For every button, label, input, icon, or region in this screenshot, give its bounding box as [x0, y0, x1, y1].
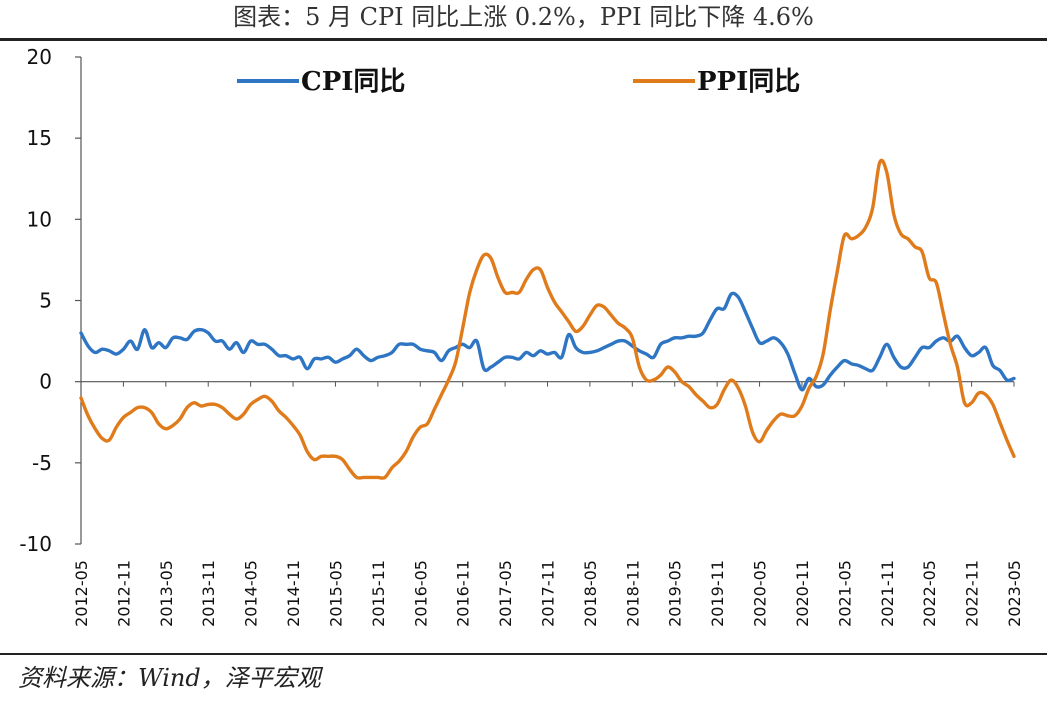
x-tick-label: 2016-11: [454, 560, 473, 627]
x-tick-label: 2022-05: [920, 560, 939, 627]
x-tick-label: 2017-05: [496, 560, 515, 627]
y-tick-label: 5: [39, 289, 52, 313]
y-tick-label: 10: [27, 207, 52, 231]
x-tick-label: 2020-11: [793, 560, 812, 627]
x-tick-label: 2016-05: [411, 560, 430, 627]
x-tick-label: 2019-11: [708, 560, 727, 627]
chart-axes: [75, 56, 1015, 545]
legend: CPI同比 PPI同比: [237, 67, 800, 97]
x-tick-label: 2023-05: [1005, 560, 1024, 627]
x-tick-label: 2013-11: [199, 560, 218, 627]
x-tick-label: 2017-11: [539, 560, 558, 627]
x-tick-label: 2012-11: [114, 560, 133, 627]
series-lines: [79, 158, 1016, 480]
x-tick-label: 2022-11: [963, 560, 982, 627]
x-tick-label: 2012-05: [72, 560, 91, 627]
x-tick-label: 2015-05: [326, 560, 345, 627]
y-tick-label: -10: [19, 532, 52, 556]
x-tick-label: 2013-05: [157, 560, 176, 627]
top-rule: [0, 38, 1047, 41]
x-tick-label: 2018-11: [623, 560, 642, 627]
cpi-series-line: [79, 291, 1016, 392]
bottom-rule: [0, 653, 1047, 655]
x-tick-label: 2014-11: [284, 560, 303, 627]
x-tick-label: 2021-11: [878, 560, 897, 627]
x-tick-label: 2019-05: [666, 560, 685, 627]
x-tick-labels: 2012-05 2012-11 2013-05 2013-11 2014-05 2014-…: [72, 560, 1024, 627]
y-tick-label: -5: [32, 451, 52, 475]
y-tick-label: 0: [39, 370, 52, 394]
y-tick-labels: 20 15 10 5 0 -5 -10: [19, 45, 52, 556]
y-tick-label: 20: [27, 45, 52, 69]
x-tick-label: 2020-05: [751, 560, 770, 627]
chart-title: 图表：5 月 CPI 同比上涨 0.2%，PPI 同比下降 4.6%: [233, 3, 814, 31]
y-tick-label: 15: [27, 126, 52, 150]
x-tick-label: 2018-05: [581, 560, 600, 627]
source-note: 资料来源：Wind，泽平宏观: [18, 664, 321, 692]
x-tick-label: 2021-05: [835, 560, 854, 627]
x-tick-label: 2014-05: [242, 560, 261, 627]
x-tick-label: 2015-11: [369, 560, 388, 627]
ppi-series-line: [79, 158, 1016, 480]
legend-label-ppi: PPI同比: [697, 67, 800, 97]
legend-label-cpi: CPI同比: [301, 67, 405, 97]
